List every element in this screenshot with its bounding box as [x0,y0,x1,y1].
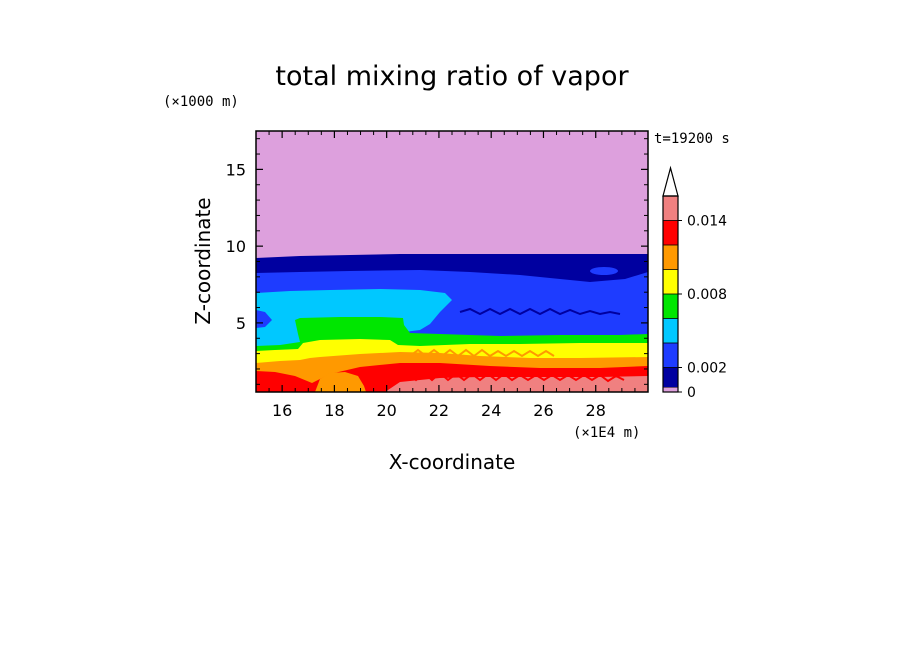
colorbar-segment [663,294,678,319]
x-unit-label: (×1E4 m) [573,425,640,441]
y-axis-title: Z-coordinate [191,197,215,324]
x-tick-label: 16 [272,401,292,420]
colorbar-tick-label: 0 [687,385,696,401]
colorbar-segment [663,196,678,221]
x-tick-label: 22 [429,401,449,420]
y-unit-label: (×1000 m) [163,94,239,110]
x-axis-title: X-coordinate [389,450,516,474]
colorbar-segment [663,245,678,270]
ripple-orange [409,348,555,358]
colorbar-segment [663,269,678,294]
wave-ripples [309,307,625,383]
colorbar-tick-label: 0.008 [687,287,727,303]
colorbar-segment [663,220,678,245]
colorbar: 0 0.002 0.008 0.014 [662,165,727,401]
colorbar-tick-label: 0.014 [687,214,727,230]
colorbar-extend-arrow [662,165,679,197]
x-tick-label: 24 [481,401,501,420]
chart-title: total mixing ratio of vapor [275,61,629,92]
band-dark-blue-pocket [590,267,618,275]
x-tick-label: 18 [324,401,344,420]
colorbar-bottom-segment [662,386,679,393]
y-tick-label: 5 [236,314,246,333]
x-tick-label: 20 [376,401,396,420]
colorbar-segment [663,367,678,387]
x-tick-label: 26 [533,401,553,420]
x-tick-label: 28 [586,401,606,420]
ripple-red [399,371,625,383]
ripple-yellow [309,340,391,352]
band-orange-lower [315,372,366,392]
time-label: t=19200 s [654,131,730,147]
colorbar-segment [663,318,678,343]
colorbar-tick-label: 0.002 [687,361,727,377]
colorbar-segment [663,343,678,368]
y-tick-label: 10 [226,237,246,256]
contour-field [256,131,648,392]
y-tick-label: 15 [226,160,246,179]
ripple-blue [459,307,621,316]
axis-ticks: 16 18 20 22 24 26 28 5 10 15 [226,131,648,420]
